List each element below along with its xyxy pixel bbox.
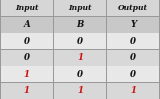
- Text: 0: 0: [24, 53, 30, 62]
- Bar: [54, 33, 106, 49]
- Text: Input: Input: [15, 4, 38, 12]
- Text: 0: 0: [130, 37, 136, 46]
- Text: Output: Output: [118, 4, 148, 12]
- Bar: [54, 17, 106, 33]
- Text: 0: 0: [130, 70, 136, 79]
- Text: 1: 1: [24, 86, 30, 95]
- Text: 0: 0: [24, 37, 30, 46]
- Text: 1: 1: [24, 70, 30, 79]
- Bar: [107, 83, 159, 99]
- Text: 1: 1: [77, 86, 83, 95]
- Text: B: B: [76, 20, 84, 29]
- Bar: [1, 0, 53, 16]
- Text: Input: Input: [68, 4, 92, 12]
- Bar: [107, 17, 159, 33]
- Bar: [54, 66, 106, 82]
- Bar: [54, 83, 106, 99]
- Bar: [1, 50, 53, 66]
- Text: 0: 0: [77, 37, 83, 46]
- Bar: [1, 83, 53, 99]
- Bar: [107, 50, 159, 66]
- Bar: [1, 33, 53, 49]
- Bar: [54, 50, 106, 66]
- Text: 0: 0: [77, 70, 83, 79]
- Text: 0: 0: [130, 53, 136, 62]
- Bar: [1, 17, 53, 33]
- Text: Y: Y: [130, 20, 136, 29]
- Text: 1: 1: [77, 53, 83, 62]
- Bar: [54, 0, 106, 16]
- Bar: [107, 33, 159, 49]
- Bar: [107, 0, 159, 16]
- Bar: [107, 66, 159, 82]
- Text: A: A: [23, 20, 30, 29]
- Bar: [1, 66, 53, 82]
- Text: 1: 1: [130, 86, 136, 95]
